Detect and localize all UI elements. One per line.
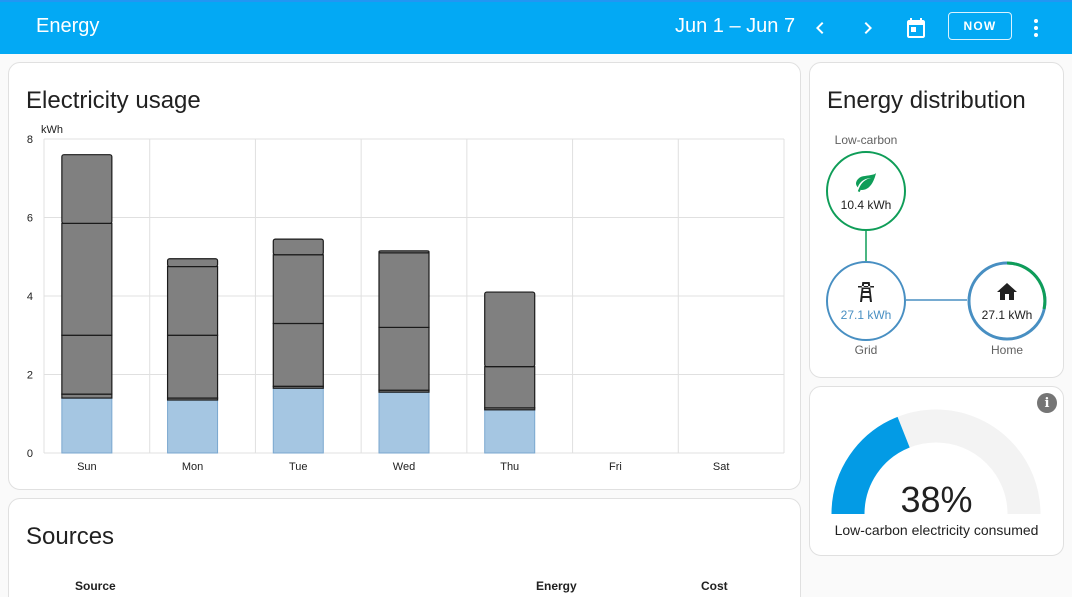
y-tick-label: 4 xyxy=(27,291,33,303)
home-label: Home xyxy=(990,343,1023,357)
distribution-card-title: Energy distribution xyxy=(827,87,1026,114)
previous-period-button[interactable] xyxy=(803,11,837,45)
bar-segment xyxy=(272,238,324,256)
bar-segment xyxy=(166,258,219,268)
chevron-right-icon xyxy=(864,22,872,34)
x-tick-label: Sat xyxy=(713,461,730,473)
electricity-usage-chart: 0 2 4 6 8 kWh Sun Mon Tue Wed Thu Fri Sat xyxy=(27,124,785,473)
bar-segment xyxy=(484,291,536,368)
x-tick-label: Mon xyxy=(182,461,203,473)
x-tick-label: Wed xyxy=(393,461,415,473)
low-carbon-value: 10.4 kWh xyxy=(840,198,892,212)
low-carbon-gauge-card: i 38% Low-carbon electricity consumed xyxy=(809,386,1064,556)
bar-segment xyxy=(61,154,113,224)
bar-segment xyxy=(272,254,324,325)
sources-card: Sources Source Energy Cost xyxy=(8,498,801,597)
grid-value: 27.1 kWh xyxy=(840,308,892,322)
y-tick-label: 0 xyxy=(27,448,33,460)
x-tick-label: Thu xyxy=(500,461,519,473)
calendar-icon xyxy=(907,18,925,38)
gauge-fill xyxy=(831,416,911,515)
y-axis-unit-label: kWh xyxy=(41,124,63,136)
home-node[interactable]: 27.1 kWh xyxy=(967,261,1047,341)
grid-node[interactable]: 27.1 kWh xyxy=(826,261,906,341)
leaf-icon xyxy=(856,173,876,192)
bar-segment xyxy=(484,409,536,454)
y-tick-label: 2 xyxy=(27,370,33,382)
home-value: 27.1 kWh xyxy=(981,308,1033,322)
bar-segment xyxy=(166,334,219,399)
low-carbon-node[interactable]: 10.4 kWh xyxy=(826,151,906,231)
bar-segment xyxy=(61,222,113,336)
next-period-button[interactable] xyxy=(851,11,885,45)
bar-segment xyxy=(272,387,324,454)
date-picker-button[interactable] xyxy=(899,11,933,45)
x-tick-label: Tue xyxy=(289,461,308,473)
chevron-left-icon xyxy=(816,22,824,34)
distribution-lines xyxy=(865,231,967,301)
bar-segment xyxy=(378,252,430,328)
x-tick-label: Sun xyxy=(77,461,97,473)
page-title: Energy xyxy=(36,15,100,37)
sources-card-title: Sources xyxy=(26,523,115,550)
low-carbon-label: Low-carbon xyxy=(834,133,898,147)
electricity-usage-card: Electricity usage 0 2 4 6 8 kWh Sun Mon Tue Wed Th… xyxy=(8,62,801,490)
y-tick-label: 8 xyxy=(27,134,33,146)
low-carbon-gauge xyxy=(831,409,1041,515)
y-tick-label: 6 xyxy=(27,213,33,225)
bar-segment xyxy=(61,334,113,395)
home-icon xyxy=(997,283,1017,300)
date-range: Jun 1 – Jun 7 xyxy=(675,15,796,37)
bar-segment xyxy=(484,366,536,409)
top-app-bar: Energy Jun 1 – Jun 7 NOW xyxy=(0,0,1072,54)
more-vertical-icon xyxy=(1034,19,1038,37)
column-header-source[interactable]: Source xyxy=(75,579,116,593)
transmission-tower-icon xyxy=(858,282,874,302)
bar-segment xyxy=(378,391,430,454)
bar-segment xyxy=(378,326,430,391)
info-icon[interactable]: i xyxy=(1037,393,1057,413)
bar-segment xyxy=(166,265,219,336)
bar-segment xyxy=(378,250,430,254)
gauge-value: 38% xyxy=(900,479,973,520)
usage-card-title: Electricity usage xyxy=(26,87,201,114)
bar-segment xyxy=(61,397,113,454)
grid-label: Grid xyxy=(854,343,878,357)
energy-distribution-card: Energy distribution Low-carbon 10.4 kWh … xyxy=(809,62,1064,378)
bar-segment xyxy=(167,399,219,454)
gauge-label: Low-carbon electricity consumed xyxy=(834,522,1039,538)
more-options-button[interactable] xyxy=(1019,11,1053,45)
x-tick-label: Fri xyxy=(609,461,622,473)
column-header-energy[interactable]: Energy xyxy=(536,579,577,593)
column-header-cost[interactable]: Cost xyxy=(701,579,728,593)
now-button[interactable]: NOW xyxy=(948,12,1012,40)
bar-segment xyxy=(272,322,324,387)
home-ring xyxy=(967,261,1047,341)
